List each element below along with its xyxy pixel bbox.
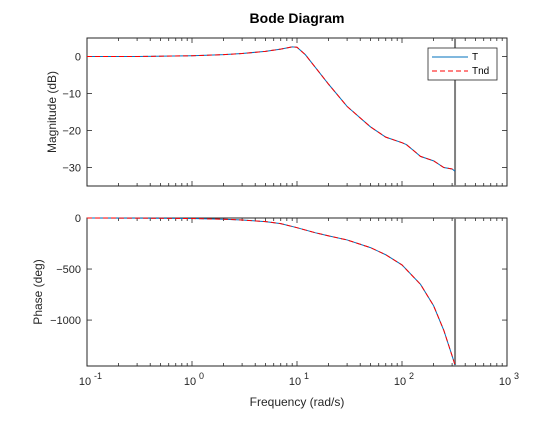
x-tick-label-exponent: 2 [409,371,414,381]
legend-label-T: T [472,52,478,63]
y-tick-label: −1000 [50,315,81,327]
x-tick-label: 10 [394,376,406,388]
legend[interactable]: T Tnd [427,47,498,81]
phase-ticks: 10 -1 10 0 10 1 10 2 10 30−500−1000 [50,213,519,388]
x-tick-label-exponent: 3 [514,371,519,381]
series-line-Tnd [87,46,456,172]
x-tick-label: 10 [289,376,301,388]
y-tick-label: −20 [62,126,81,138]
x-tick-label: 10 [499,376,511,388]
plot-title: Bode Diagram [250,10,345,26]
phase-lines [86,217,457,366]
x-tick-label: 10 [79,376,91,388]
magnitude-ylabel: Magnitude (dB) [45,71,59,153]
phase-axes-frame [86,217,508,367]
legend-box [427,47,498,81]
y-tick-label: −30 [62,163,81,175]
legend-label-Tnd: Tnd [472,66,489,77]
magnitude-axes: 0 −10 −20 −30 Magnitude (dB) T Tnd [45,37,508,187]
frequency-xlabel: Frequency (rad/s) [250,395,345,409]
y-tick-label: −500 [56,264,81,276]
phase-axes: 10 -1 10 0 10 1 10 2 10 30−500−1000 Phase (deg) F… [31,213,519,409]
y-tick-label: 0 [75,213,81,225]
magnitude-ticks: 0 −10 −20 −30 [62,38,508,186]
series-line-Tnd [86,217,456,366]
y-tick-label: 0 [75,52,81,64]
x-tick-label-exponent: 1 [304,371,309,381]
x-tick-label-exponent: 0 [199,371,204,381]
y-tick-label: −10 [62,89,81,101]
phase-ylabel: Phase (deg) [31,259,45,324]
x-tick-label-exponent: -1 [94,371,102,381]
x-tick-label: 10 [184,376,196,388]
